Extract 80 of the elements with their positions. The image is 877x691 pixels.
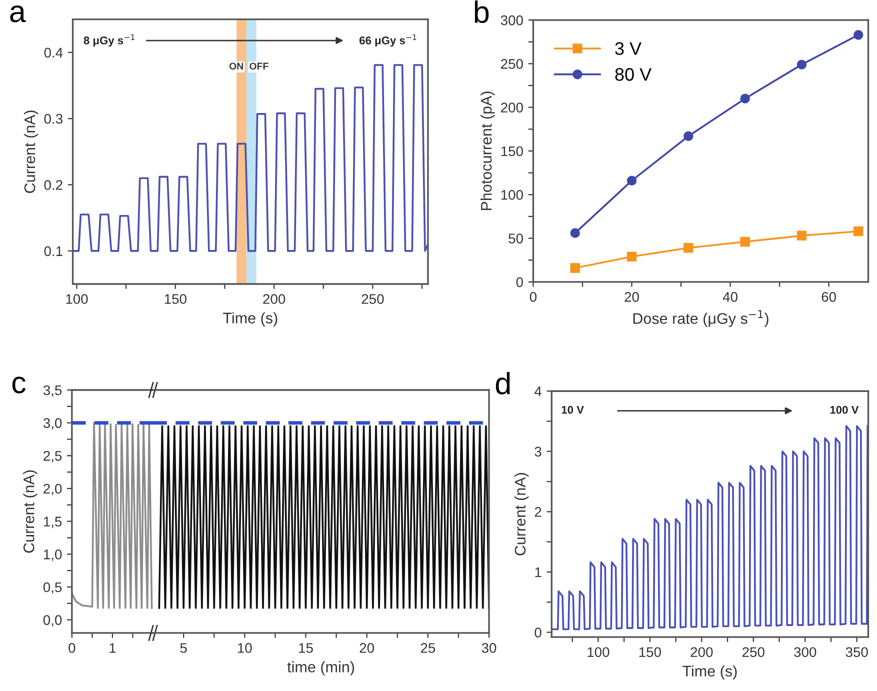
- y-axis-title: Current (nA): [23, 470, 38, 553]
- chart-title: a: [10, 6, 26, 22]
- x-tick-label: 100: [588, 647, 610, 658]
- annotation: 100 V: [830, 406, 859, 414]
- point: [570, 228, 580, 238]
- x-tick-label: 5: [180, 643, 187, 653]
- point: [626, 176, 637, 186]
- y-tick-label: 1: [535, 567, 542, 578]
- line-series: [72, 422, 153, 609]
- chart-title: b: [474, 0, 489, 24]
- x-tick-label: 350: [846, 647, 868, 658]
- legend-label: 3 V: [615, 42, 642, 55]
- x-tick-label: 15: [299, 643, 313, 653]
- y-tick-label: 1,5: [44, 516, 62, 528]
- y-tick-label: 0: [516, 277, 523, 288]
- y-tick-label: 3,5: [43, 385, 62, 397]
- x-tick-label: 200: [263, 294, 286, 304]
- chart-title: c: [12, 376, 26, 394]
- point: [796, 60, 807, 70]
- x-tick-label: 25: [420, 643, 436, 653]
- x-tick-label: 40: [722, 292, 738, 302]
- point: [684, 243, 694, 253]
- y-tick-label: 0.2: [44, 180, 62, 190]
- y-tick-label: 4: [534, 386, 542, 396]
- y-tick-label: 2: [534, 507, 542, 517]
- x-tick-label: 20: [624, 292, 639, 302]
- point: [740, 236, 750, 247]
- y-tick-label: 0.3: [44, 114, 62, 124]
- y-tick-label: 3: [534, 446, 542, 457]
- y-tick-label: 50: [508, 234, 523, 244]
- x-axis-title: Dose rate (μGy s$^{−1}$): [633, 310, 768, 327]
- x-tick-label: 1: [110, 643, 116, 653]
- y-tick-label: 0.1: [44, 246, 62, 256]
- x-tick-label: 0: [68, 643, 76, 653]
- point: [570, 263, 580, 273]
- x-tick-label: 150: [164, 294, 186, 304]
- x-tick-label: 100: [66, 294, 88, 304]
- x-tick-label: 30: [482, 643, 496, 653]
- annotation: 66 μGy s$^{−1}$: [360, 34, 416, 47]
- y-tick-label: 200: [501, 102, 523, 113]
- annotation: 10 V: [562, 406, 584, 414]
- y-tick-label: 0.4: [44, 48, 63, 58]
- band-label: OFF: [250, 62, 268, 70]
- annotation: 8 μGy s$^{−1}$: [84, 34, 134, 47]
- y-tick-label: 2,0: [44, 484, 62, 496]
- y-tick-label: 0,0: [43, 615, 62, 627]
- y-tick-label: 0,5: [43, 582, 62, 594]
- y-tick-label: 2,5: [44, 451, 62, 462]
- x-tick-label: 300: [794, 647, 816, 658]
- x-axis-title: time (min): [287, 661, 354, 676]
- y-tick-label: 100: [501, 190, 523, 200]
- x-tick-label: 250: [742, 647, 764, 658]
- x-tick-label: 200: [690, 647, 713, 658]
- x-tick-label: 150: [639, 647, 661, 658]
- line-series: [552, 425, 868, 630]
- x-tick-label: 60: [822, 292, 836, 302]
- y-axis-title: Photocurrent (pA): [480, 92, 495, 210]
- x-axis-title: Time (s): [223, 312, 278, 326]
- point: [740, 94, 750, 104]
- y-tick-label: 150: [501, 146, 523, 156]
- point: [854, 30, 864, 40]
- chart-title: d: [496, 372, 510, 394]
- point: [626, 252, 637, 262]
- y-tick-label: 0: [534, 628, 542, 638]
- band-label: ON: [229, 62, 244, 70]
- y-tick-label: 1,0: [44, 549, 62, 561]
- x-tick-label: 20: [360, 643, 374, 653]
- point: [854, 226, 864, 236]
- x-tick-label: 250: [362, 294, 384, 304]
- legend-label: 80 V: [615, 68, 652, 81]
- point: [796, 230, 807, 241]
- x-tick-label: 10: [238, 643, 252, 653]
- y-axis-title: Current (nA): [514, 473, 529, 556]
- y-tick-label: 250: [501, 59, 523, 69]
- y-tick-label: 300: [500, 15, 523, 26]
- x-axis-title: Time (s): [682, 665, 737, 680]
- y-tick-label: 3,0: [43, 418, 62, 430]
- point: [684, 131, 694, 142]
- line-series: [72, 64, 428, 252]
- y-axis-title: Current (nA): [24, 110, 38, 193]
